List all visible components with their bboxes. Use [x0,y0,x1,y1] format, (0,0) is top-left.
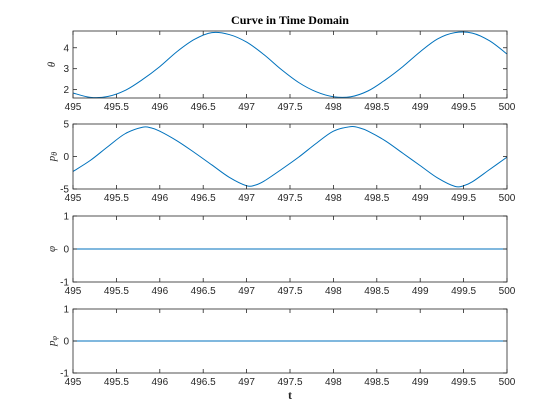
x-tick-label: 499 [412,193,429,204]
x-tick-label: 496 [151,286,168,297]
x-tick-label: 496.5 [191,377,216,388]
x-tick-label: 495.5 [104,102,129,113]
x-tick-label: 497 [238,377,255,388]
x-tick-label: 500 [499,377,516,388]
x-tick-label: 495 [65,102,82,113]
x-tick-label: 495 [65,377,82,388]
x-tick-label: 497.5 [277,286,302,297]
subplot-4: 495 495.5 496 496.5 497 497.5 498 498.5 499 499.5… [46,305,516,389]
x-axis-label: t [288,388,292,402]
y-tick-label: -5 [60,185,69,196]
chart-title: Curve in Time Domain [231,13,349,27]
y-tick-label: 1 [63,212,69,223]
x-tick-label: 497 [238,102,255,113]
x-tick-label: 498.5 [364,377,389,388]
x-tick-label: 495 [65,193,82,204]
subplot-3: 495 495.5 496 496.5 497 497.5 498 498.5 499 499.5… [46,212,516,298]
x-tick-label: 497.5 [277,102,302,113]
x-tick-label: 495.5 [104,193,129,204]
x-tick-label: 496 [151,193,168,204]
subplots: 495 495.5 496 496.5 497 497.5 498 498.5 499 499.5… [46,30,516,389]
y-axis-label: θ [46,61,58,67]
x-tick-label: 500 [499,102,516,113]
x-tick-label: 497 [238,193,255,204]
x-tick-label: 495.5 [104,286,129,297]
x-tick-label: 500 [499,193,516,204]
x-tick-label: 495.5 [104,377,129,388]
subplot-1: 495 495.5 496 496.5 497 497.5 498 498.5 499 499.5… [46,30,516,113]
y-axis-label: pθ [46,152,59,163]
y-tick-label: -1 [60,369,69,380]
y-tick-label: -1 [60,278,69,289]
x-tick-label: 496 [151,377,168,388]
x-tick-label: 496 [151,102,168,113]
x-tick-label: 496.5 [191,102,216,113]
y-tick-label: 4 [63,43,69,54]
x-tick-label: 499 [412,286,429,297]
x-tick-label: 498.5 [364,102,389,113]
y-tick-label: 0 [63,337,69,348]
x-tick-label: 498 [325,377,342,388]
x-tick-label: 499 [412,102,429,113]
series-line [72,31,508,99]
y-axis-label: φ [46,246,58,252]
y-tick-label: 2 [63,85,69,96]
y-axis-label: pφ [46,335,59,347]
x-tick-label: 498.5 [364,286,389,297]
x-tick-label: 497.5 [277,377,302,388]
x-tick-label: 499 [412,377,429,388]
x-tick-label: 498 [325,102,342,113]
x-tick-label: 498 [325,286,342,297]
x-tick-label: 499.5 [451,102,476,113]
x-tick-label: 497.5 [277,193,302,204]
x-tick-label: 496.5 [191,193,216,204]
x-tick-label: 498.5 [364,193,389,204]
y-tick-label: 3 [63,64,69,75]
x-tick-label: 499.5 [451,193,476,204]
x-tick-label: 497 [238,286,255,297]
y-tick-label: 5 [63,120,69,131]
x-tick-label: 498 [325,193,342,204]
y-tick-label: 1 [63,305,69,316]
series-line [72,125,508,188]
x-tick-label: 500 [499,286,516,297]
y-tick-label: 0 [63,152,69,163]
x-tick-label: 499.5 [451,377,476,388]
subplot-2: 495 495.5 496 496.5 497 497.5 498 498.5 499 499.5… [46,120,516,205]
x-tick-label: 499.5 [451,286,476,297]
x-tick-label: 495 [65,286,82,297]
y-tick-label: 0 [63,245,69,256]
x-tick-label: 496.5 [191,286,216,297]
